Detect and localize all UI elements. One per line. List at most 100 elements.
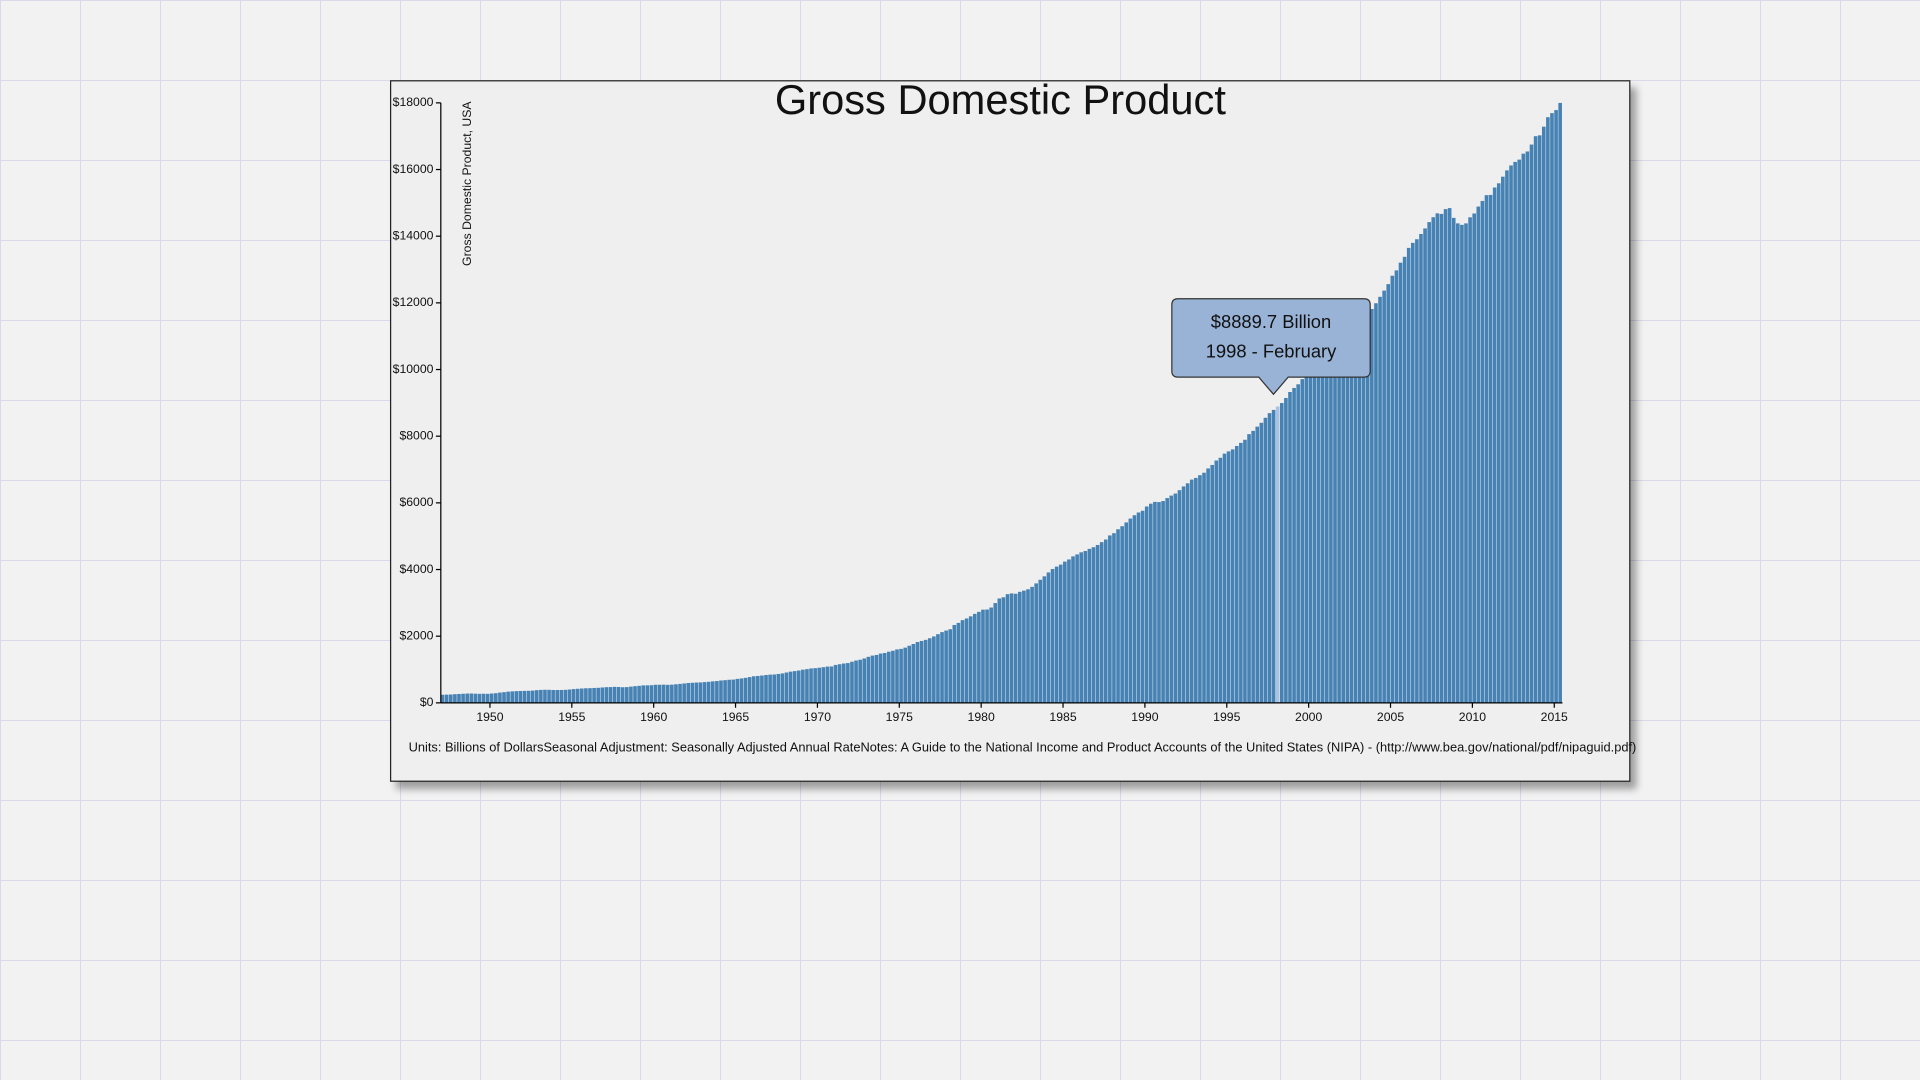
bar — [1541, 126, 1546, 703]
bar — [1546, 117, 1550, 703]
bar — [801, 669, 805, 703]
bar — [1509, 165, 1513, 703]
bar — [633, 686, 637, 703]
bar — [1234, 445, 1239, 703]
plot: $0 $2000 $4000 $6000 $8000 $10000 $12000 $14000… — [393, 95, 1568, 724]
bar — [1525, 151, 1530, 703]
x-tick-label: 1970 — [804, 710, 831, 724]
bar — [882, 653, 887, 703]
bar — [469, 693, 474, 703]
bar — [539, 689, 543, 703]
bar — [1009, 593, 1014, 703]
bar — [1087, 548, 1092, 703]
y-tick-label: $14000 — [393, 228, 434, 242]
bar — [653, 684, 658, 703]
x-tick-label: 1955 — [558, 710, 585, 724]
bar — [854, 660, 858, 703]
bar — [665, 684, 670, 703]
bar — [874, 654, 879, 703]
bar — [735, 678, 740, 703]
bar — [1259, 422, 1264, 703]
bar — [453, 694, 457, 703]
bar — [866, 656, 871, 703]
bar — [584, 688, 588, 703]
bar — [1189, 479, 1194, 703]
bar — [1476, 206, 1481, 703]
bar — [543, 689, 547, 703]
bar — [1067, 559, 1071, 703]
bar — [1226, 451, 1231, 703]
bar — [489, 693, 494, 703]
bar — [608, 687, 613, 703]
bar — [768, 674, 772, 703]
bar — [743, 677, 748, 703]
bar — [1484, 195, 1489, 703]
bar — [825, 666, 830, 703]
bar — [1394, 270, 1399, 703]
x-tick-label: 1995 — [1213, 710, 1240, 724]
bar — [833, 664, 838, 703]
bar — [1267, 413, 1272, 703]
bar — [1378, 296, 1382, 703]
bar — [1308, 368, 1313, 703]
bar — [1320, 353, 1325, 703]
bar — [481, 693, 486, 703]
bar — [956, 622, 961, 703]
bar — [1271, 409, 1276, 703]
bar — [1456, 223, 1460, 703]
bar — [1161, 501, 1165, 703]
bar — [1075, 554, 1079, 703]
x-tick-label: 1950 — [476, 710, 503, 724]
bar — [727, 679, 731, 703]
bar — [870, 655, 875, 703]
bar — [1116, 529, 1120, 703]
bar — [796, 670, 801, 703]
bar — [1419, 233, 1423, 703]
bar — [1022, 590, 1026, 703]
bar — [457, 693, 461, 703]
bar — [1492, 187, 1497, 703]
bar — [1341, 341, 1346, 703]
bar — [1018, 591, 1022, 703]
bar — [1517, 159, 1522, 703]
bar — [555, 689, 560, 703]
bar — [526, 690, 531, 703]
bar — [731, 679, 736, 703]
bar — [1177, 490, 1182, 703]
bar — [764, 675, 768, 703]
bar — [1099, 542, 1104, 703]
bar — [1005, 594, 1010, 703]
x-tick-label: 2010 — [1459, 710, 1486, 724]
bar — [1038, 579, 1043, 703]
bar — [1279, 403, 1284, 703]
bar — [1222, 453, 1227, 703]
bar — [829, 666, 834, 703]
bar — [952, 624, 957, 703]
y-tick-label: $16000 — [393, 162, 434, 176]
tooltip-date: 1998 - February — [1206, 340, 1337, 361]
bar — [1153, 501, 1157, 703]
bar — [1275, 406, 1280, 703]
bar — [1415, 239, 1419, 703]
bar — [792, 671, 797, 703]
bar — [813, 668, 817, 703]
bar — [1063, 561, 1067, 703]
bar — [940, 632, 944, 703]
bar — [1034, 583, 1038, 703]
tooltip: $8889.7 Billion 1998 - February — [1171, 298, 1371, 396]
bar — [821, 667, 826, 703]
bar — [1095, 544, 1100, 703]
bar — [510, 691, 515, 703]
bar — [772, 674, 776, 703]
bar — [465, 693, 469, 703]
bar — [747, 677, 752, 703]
y-tick-label: $4000 — [399, 562, 433, 576]
bar — [1058, 564, 1063, 703]
y-axis-label: Gross Domestic Product, USA — [460, 101, 474, 266]
bar — [1144, 506, 1149, 703]
x-tick-label: 1975 — [886, 710, 913, 724]
bar — [1239, 442, 1243, 703]
x-tick-label: 1960 — [640, 710, 667, 724]
x-tick-label: 1985 — [1049, 710, 1076, 724]
